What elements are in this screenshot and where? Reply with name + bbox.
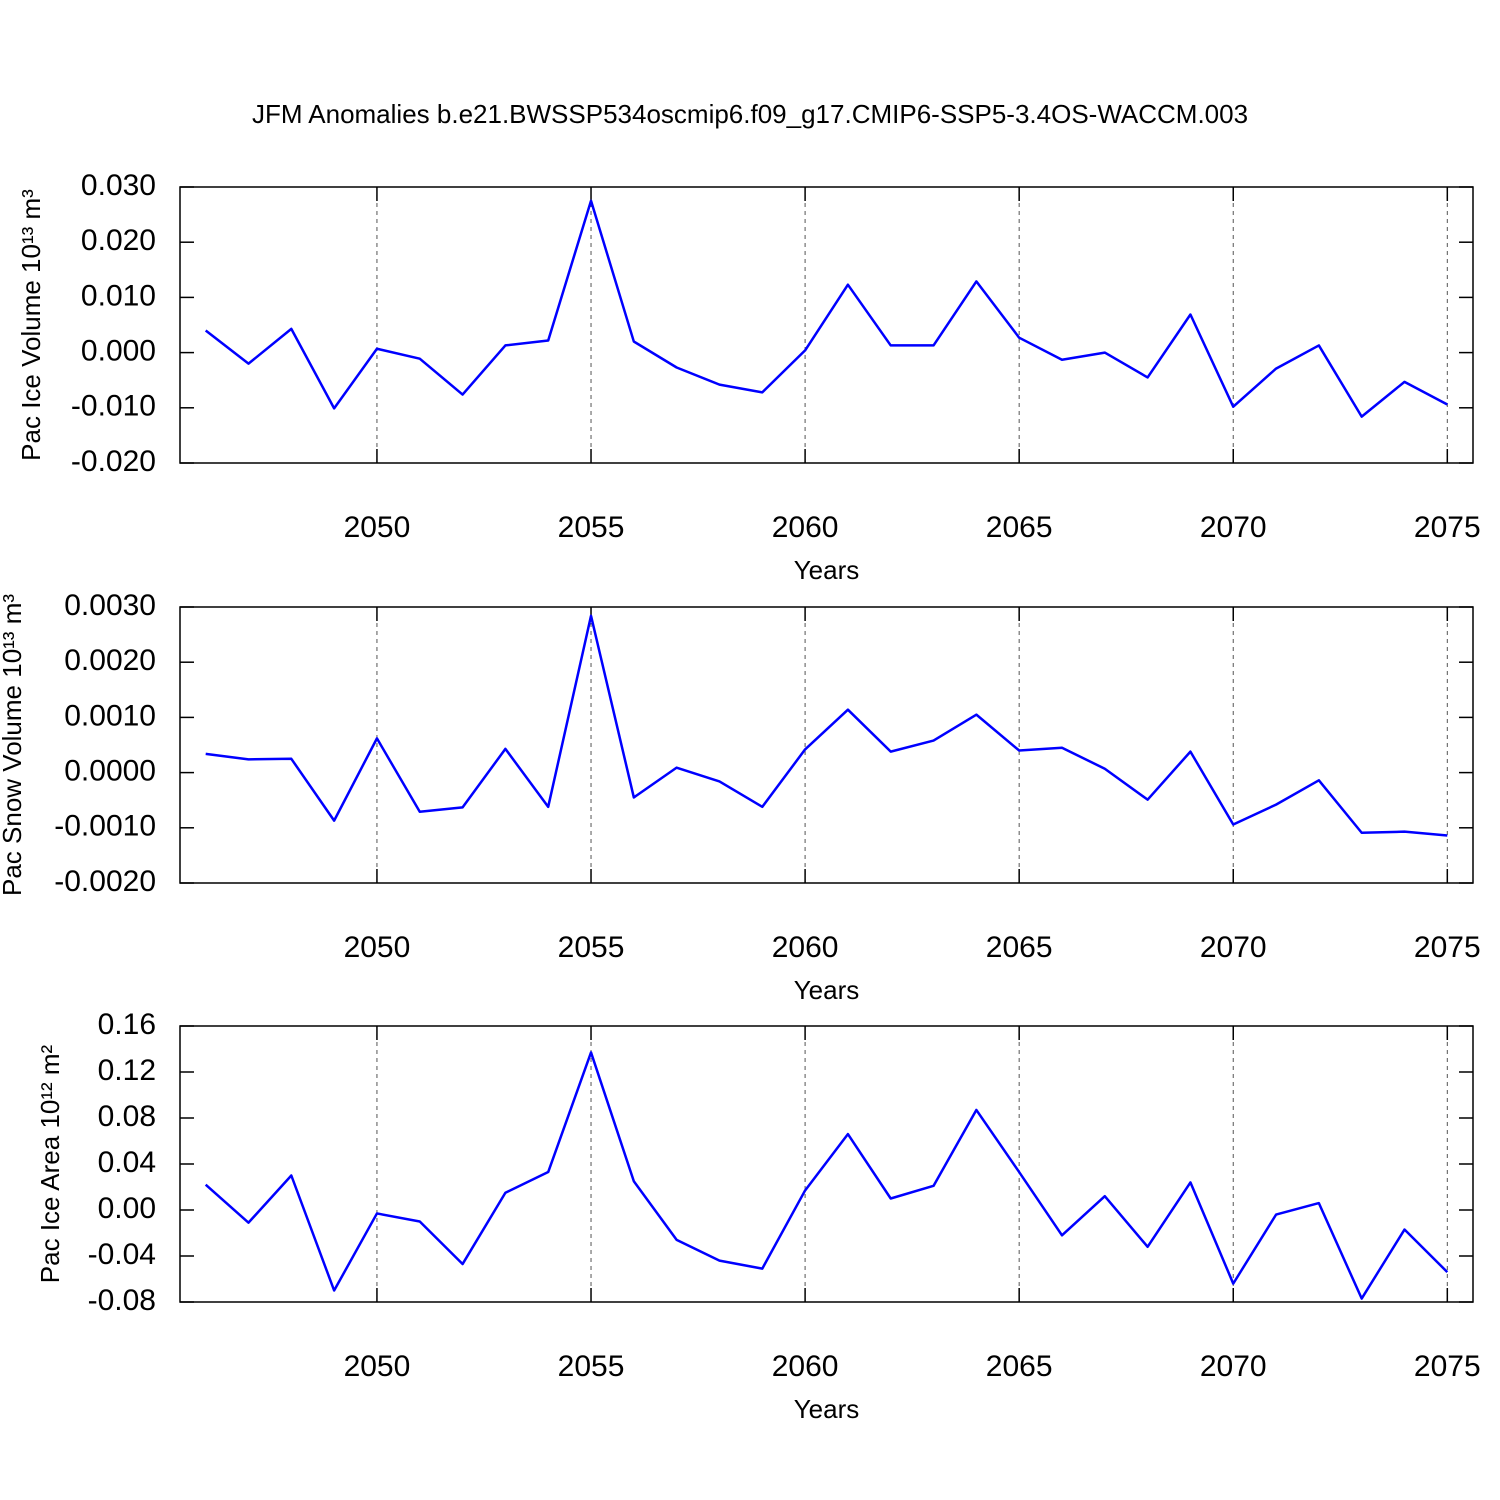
y-tick-label: 0.0030 [64, 589, 156, 622]
x-tick-label: 2075 [1414, 1350, 1481, 1383]
y-tick-label: -0.0010 [54, 810, 156, 843]
y-tick-label: 0.030 [81, 169, 156, 202]
x-tick-label: 2050 [344, 931, 411, 964]
y-tick-label: 0.0020 [64, 644, 156, 677]
x-axis-label: Years [794, 555, 860, 585]
x-tick-label: 2055 [558, 1350, 625, 1383]
y-axis-label: Pac Ice Volume 10¹³ m³ [16, 189, 46, 461]
plot-frame [179, 186, 1474, 464]
x-tick-label: 2060 [772, 931, 839, 964]
y-tick-label: 0.000 [81, 335, 156, 368]
x-tick-label: 2060 [772, 1350, 839, 1383]
y-tick-label: -0.010 [71, 390, 156, 423]
x-tick-label: 2075 [1414, 511, 1481, 544]
x-tick-label: 2055 [558, 511, 625, 544]
y-axis-label: Pac Snow Volume 10¹³ m³ [0, 594, 27, 896]
plot-frame [179, 1025, 1474, 1303]
x-tick-label: 2055 [558, 931, 625, 964]
y-tick-label: 0.0010 [64, 699, 156, 732]
data-line [204, 1051, 1449, 1300]
y-tick-label: 0.08 [98, 1100, 156, 1133]
x-tick-label: 2070 [1200, 1350, 1267, 1383]
x-tick-label: 2060 [772, 511, 839, 544]
x-axis-label: Years [794, 1394, 860, 1424]
y-tick-label: -0.08 [88, 1284, 156, 1317]
x-tick-label: 2075 [1414, 931, 1481, 964]
x-tick-label: 2050 [344, 1350, 411, 1383]
y-tick-label: -0.04 [88, 1238, 156, 1271]
y-axis-label: Pac Ice Area 10¹² m² [35, 1044, 65, 1283]
y-tick-label: 0.010 [81, 279, 156, 312]
y-tick-label: 0.020 [81, 224, 156, 257]
data-line [204, 199, 1448, 418]
figure-title: JFM Anomalies b.e21.BWSSP534oscmip6.f09_… [252, 99, 1248, 129]
y-tick-label: 0.00 [98, 1192, 156, 1225]
x-tick-label: 2070 [1200, 511, 1267, 544]
x-tick-label: 2050 [344, 511, 411, 544]
x-tick-label: 2065 [986, 511, 1053, 544]
y-tick-label: 0.04 [98, 1146, 156, 1179]
y-tick-label: -0.020 [71, 445, 156, 478]
y-tick-label: 0.16 [98, 1008, 156, 1041]
y-tick-label: 0.12 [98, 1054, 156, 1087]
x-tick-label: 2065 [986, 1350, 1053, 1383]
y-tick-label: -0.0020 [54, 865, 156, 898]
plot-frame [179, 606, 1474, 884]
x-axis-label: Years [794, 975, 860, 1005]
y-tick-label: 0.0000 [64, 755, 156, 788]
x-tick-label: 2065 [986, 931, 1053, 964]
x-tick-label: 2070 [1200, 931, 1267, 964]
data-line [205, 614, 1448, 837]
